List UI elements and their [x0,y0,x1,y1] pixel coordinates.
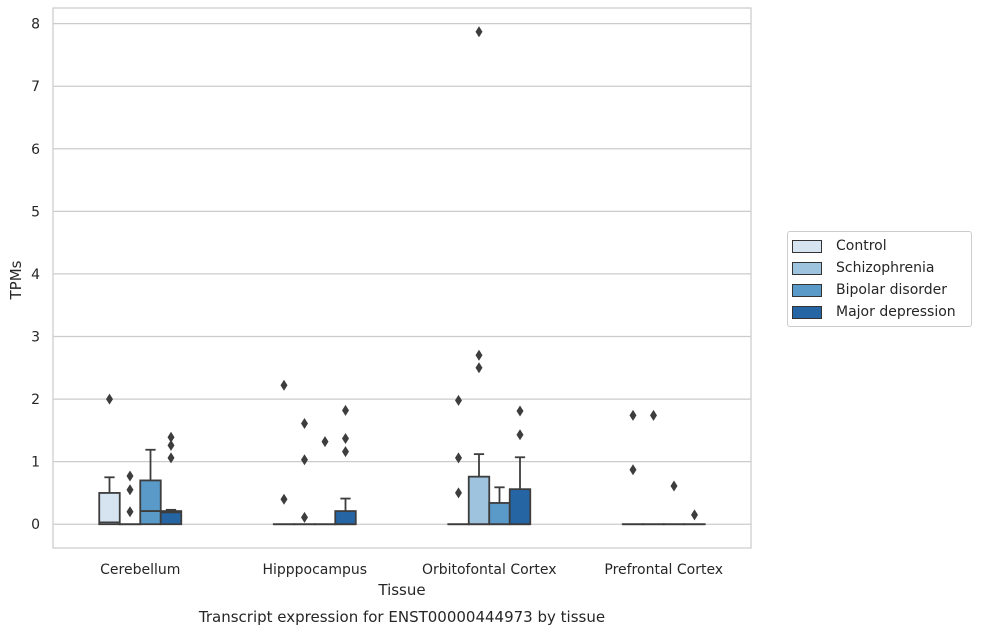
outlier-point [629,410,636,421]
outlier-point [126,484,133,495]
box [489,503,510,524]
chart-caption: Transcript expression for ENST0000044497… [198,608,605,626]
outlier-point [671,481,678,492]
y-tick-labels: 0 1 2 3 4 5 6 7 8 [31,17,40,534]
legend-item-major-depression: Major depression [792,302,956,322]
outlier-point [342,433,349,444]
y-tick-label: 4 [31,267,40,283]
outlier-point [322,436,329,447]
legend-label: Schizophrenia [836,260,934,276]
y-tick-label: 7 [31,79,40,95]
legend-label: Control [836,238,887,254]
plot-frame [53,8,751,548]
y-tick-label: 6 [31,142,40,158]
legend-swatch-bipolar-disorder [792,284,822,297]
outlier-point [517,429,524,440]
x-tick-label: Hipppocampus [262,562,367,578]
x-tick-labels: Cerebellum Hipppocampus Orbitofontal Corte… [100,562,723,578]
outlier-point [629,464,636,475]
outlier-point [475,362,482,373]
outlier-point [280,494,287,505]
legend-label: Major depression [836,304,956,320]
x-tick-label: Cerebellum [100,562,180,578]
outlier-point [517,405,524,416]
legend-label: Bipolar disorder [836,282,947,298]
box [469,477,490,525]
legend-item-schizophrenia: Schizophrenia [792,258,934,278]
y-tick-label: 1 [31,455,40,471]
y-tick-label: 2 [31,392,40,408]
box [140,480,161,524]
outlier-point [126,471,133,482]
grid-lines [53,24,751,525]
y-axis-label: TPMs [7,260,25,300]
box [510,489,531,524]
y-tick-label: 5 [31,204,40,220]
outlier-point [106,394,113,405]
y-tick-label: 3 [31,330,40,346]
outlier-point [475,350,482,361]
legend: Control Schizophrenia Bipolar disorder M… [787,231,972,327]
outlier-point [301,454,308,465]
legend-swatch-schizophrenia [792,262,822,275]
legend-swatch-major-depression [792,306,822,319]
outlier-point [342,405,349,416]
y-tick-label: 0 [31,517,40,533]
outlier-point [301,512,308,523]
box [99,493,120,524]
legend-item-bipolar-disorder: Bipolar disorder [792,280,947,300]
box [335,511,356,524]
y-tick-label: 8 [31,17,40,33]
legend-swatch-control [792,240,822,253]
legend-item-control: Control [792,236,887,256]
x-tick-label: Prefrontal Cortex [604,562,723,578]
outlier-point [301,418,308,429]
box-plot-marks [99,26,705,524]
outlier-point [342,446,349,457]
outlier-point [455,487,462,498]
outlier-point [691,509,698,520]
x-axis-label: Tissue [377,581,425,599]
outlier-point [168,440,175,451]
outlier-point [455,395,462,406]
outlier-point [280,380,287,391]
x-tick-label: Orbitofontal Cortex [422,562,557,578]
outlier-point [475,26,482,37]
outlier-point [650,410,657,421]
outlier-point [126,506,133,517]
